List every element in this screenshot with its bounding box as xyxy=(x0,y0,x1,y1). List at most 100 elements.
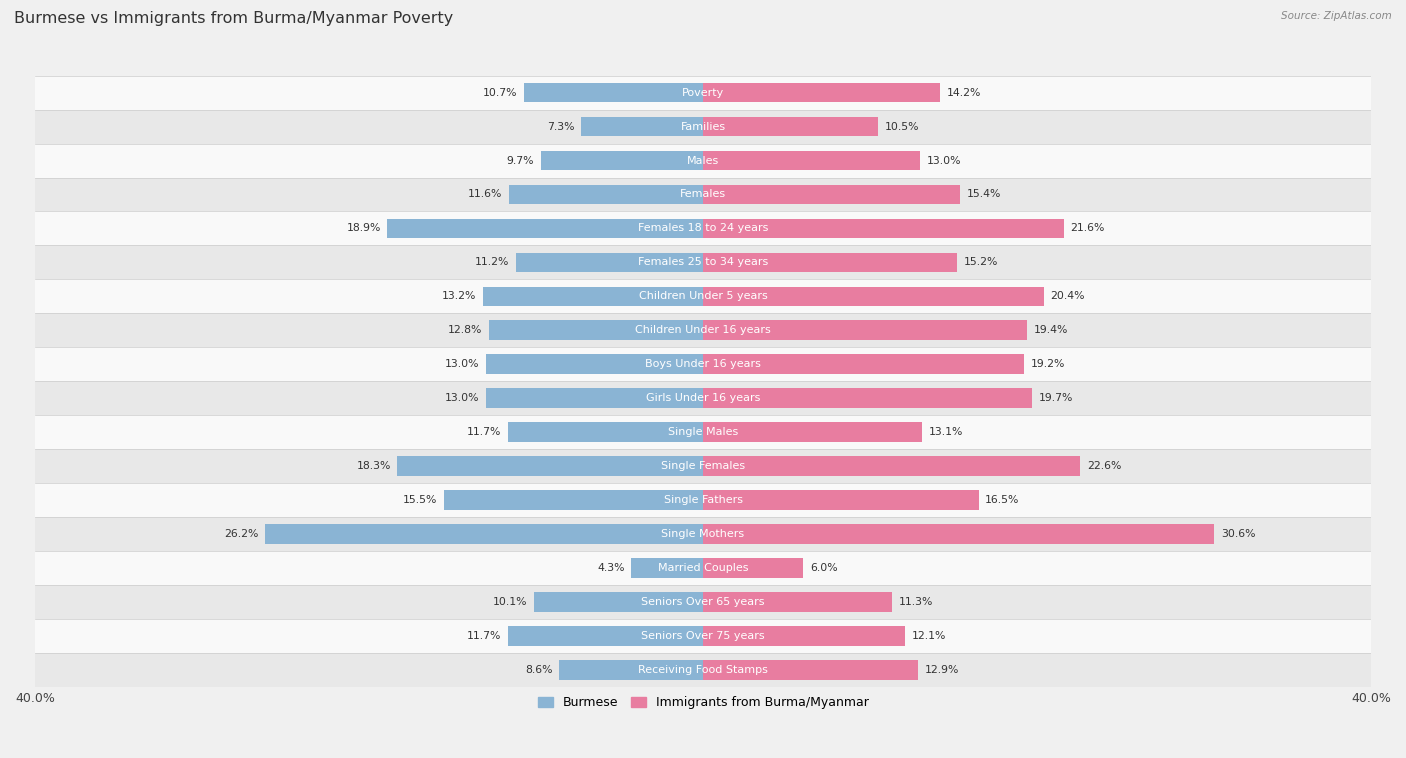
Bar xyxy=(703,185,960,205)
Bar xyxy=(534,592,703,612)
Bar xyxy=(489,321,703,340)
Text: Children Under 5 years: Children Under 5 years xyxy=(638,291,768,302)
Text: Source: ZipAtlas.com: Source: ZipAtlas.com xyxy=(1281,11,1392,21)
Text: 12.1%: 12.1% xyxy=(911,631,946,641)
Bar xyxy=(35,653,1371,687)
Bar xyxy=(35,517,1371,551)
Bar xyxy=(35,280,1371,313)
Text: 26.2%: 26.2% xyxy=(225,529,259,539)
Text: 10.1%: 10.1% xyxy=(494,597,527,607)
Text: Families: Families xyxy=(681,121,725,132)
Text: 21.6%: 21.6% xyxy=(1070,224,1105,233)
Text: Males: Males xyxy=(688,155,718,165)
Bar xyxy=(35,313,1371,347)
Text: 10.7%: 10.7% xyxy=(484,88,517,98)
Text: Females 18 to 24 years: Females 18 to 24 years xyxy=(638,224,768,233)
Bar xyxy=(35,347,1371,381)
Bar xyxy=(35,177,1371,211)
Text: 19.2%: 19.2% xyxy=(1031,359,1064,369)
Text: 11.7%: 11.7% xyxy=(467,428,501,437)
Bar xyxy=(444,490,703,510)
Text: 13.2%: 13.2% xyxy=(441,291,475,302)
Bar xyxy=(35,449,1371,483)
Text: 9.7%: 9.7% xyxy=(506,155,534,165)
Text: 10.5%: 10.5% xyxy=(884,121,920,132)
Text: 15.2%: 15.2% xyxy=(963,258,998,268)
Bar xyxy=(703,490,979,510)
Text: 7.3%: 7.3% xyxy=(547,121,575,132)
Text: 22.6%: 22.6% xyxy=(1087,461,1122,471)
Text: 11.2%: 11.2% xyxy=(475,258,509,268)
Bar xyxy=(266,525,703,544)
Bar xyxy=(35,619,1371,653)
Text: 15.4%: 15.4% xyxy=(967,190,1001,199)
Bar xyxy=(35,110,1371,143)
Text: 13.0%: 13.0% xyxy=(927,155,962,165)
Text: 13.0%: 13.0% xyxy=(444,359,479,369)
Bar xyxy=(35,143,1371,177)
Bar xyxy=(703,626,905,646)
Text: 13.1%: 13.1% xyxy=(928,428,963,437)
Bar xyxy=(35,483,1371,517)
Text: 6.0%: 6.0% xyxy=(810,563,838,573)
Text: Receiving Food Stamps: Receiving Food Stamps xyxy=(638,665,768,675)
Bar xyxy=(703,592,891,612)
Text: Seniors Over 75 years: Seniors Over 75 years xyxy=(641,631,765,641)
Text: Poverty: Poverty xyxy=(682,88,724,98)
Text: 13.0%: 13.0% xyxy=(444,393,479,403)
Text: 19.4%: 19.4% xyxy=(1033,325,1069,335)
Bar xyxy=(703,287,1043,306)
Bar xyxy=(541,151,703,171)
Bar xyxy=(35,211,1371,246)
Text: Girls Under 16 years: Girls Under 16 years xyxy=(645,393,761,403)
Text: 18.3%: 18.3% xyxy=(356,461,391,471)
Text: 12.9%: 12.9% xyxy=(925,665,959,675)
Bar xyxy=(35,76,1371,110)
Text: 16.5%: 16.5% xyxy=(986,495,1019,505)
Legend: Burmese, Immigrants from Burma/Myanmar: Burmese, Immigrants from Burma/Myanmar xyxy=(533,691,873,714)
Text: 11.3%: 11.3% xyxy=(898,597,932,607)
Text: 15.5%: 15.5% xyxy=(404,495,437,505)
Bar xyxy=(35,381,1371,415)
Text: Single Mothers: Single Mothers xyxy=(661,529,745,539)
Bar xyxy=(35,246,1371,280)
Bar xyxy=(703,525,1213,544)
Bar xyxy=(581,117,703,136)
Text: 4.3%: 4.3% xyxy=(598,563,624,573)
Bar xyxy=(703,456,1080,476)
Text: 19.7%: 19.7% xyxy=(1039,393,1073,403)
Text: Seniors Over 65 years: Seniors Over 65 years xyxy=(641,597,765,607)
Text: Married Couples: Married Couples xyxy=(658,563,748,573)
Bar xyxy=(35,551,1371,585)
Text: 12.8%: 12.8% xyxy=(449,325,482,335)
Bar xyxy=(508,422,703,442)
Bar xyxy=(703,117,879,136)
Bar xyxy=(703,388,1032,408)
Text: Single Males: Single Males xyxy=(668,428,738,437)
Bar xyxy=(482,287,703,306)
Bar xyxy=(35,585,1371,619)
Text: Single Females: Single Females xyxy=(661,461,745,471)
Bar xyxy=(560,660,703,680)
Text: Boys Under 16 years: Boys Under 16 years xyxy=(645,359,761,369)
Text: 18.9%: 18.9% xyxy=(346,224,381,233)
Bar xyxy=(703,218,1064,238)
Text: 11.7%: 11.7% xyxy=(467,631,501,641)
Bar xyxy=(703,321,1026,340)
Bar xyxy=(703,151,920,171)
Bar xyxy=(509,185,703,205)
Text: Children Under 16 years: Children Under 16 years xyxy=(636,325,770,335)
Bar xyxy=(703,660,918,680)
Bar xyxy=(703,83,941,102)
Bar xyxy=(703,422,922,442)
Bar xyxy=(486,355,703,374)
Text: Females: Females xyxy=(681,190,725,199)
Text: Females 25 to 34 years: Females 25 to 34 years xyxy=(638,258,768,268)
Text: 11.6%: 11.6% xyxy=(468,190,502,199)
Bar xyxy=(486,388,703,408)
Text: 14.2%: 14.2% xyxy=(946,88,981,98)
Bar xyxy=(703,252,957,272)
Bar xyxy=(508,626,703,646)
Text: Burmese vs Immigrants from Burma/Myanmar Poverty: Burmese vs Immigrants from Burma/Myanmar… xyxy=(14,11,453,27)
Bar xyxy=(35,415,1371,449)
